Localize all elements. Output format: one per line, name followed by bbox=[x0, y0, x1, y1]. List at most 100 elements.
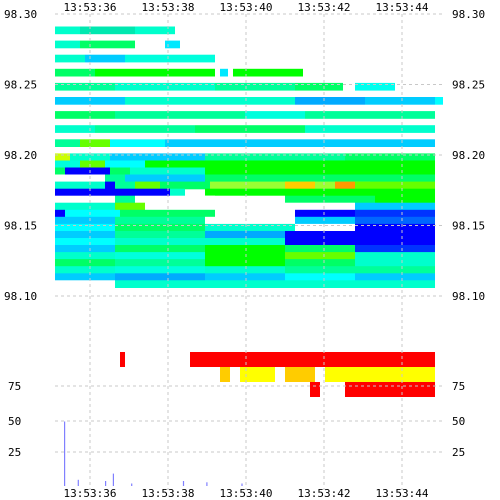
heat-cell bbox=[285, 259, 355, 267]
y-tick-label-right: 98.25 bbox=[452, 79, 485, 92]
heat-cell bbox=[205, 231, 285, 239]
heat-cell bbox=[285, 273, 355, 281]
tick-labels-layer: 13:53:36 13:53:36 13:53:38 13:53:38 13:53:40… bbox=[4, 1, 485, 500]
heat-cell bbox=[205, 153, 345, 162]
bid-heat-cell bbox=[240, 367, 275, 382]
heat-cell bbox=[355, 266, 435, 274]
heat-cell bbox=[355, 209, 435, 218]
x-tick-label-top: 13:53:36 bbox=[64, 1, 117, 14]
heat-cell bbox=[135, 26, 175, 35]
heat-cell bbox=[95, 68, 215, 77]
heat-cell bbox=[55, 40, 80, 49]
heat-cell bbox=[55, 266, 115, 274]
heat-cell bbox=[70, 153, 110, 162]
heat-cell bbox=[55, 167, 65, 176]
heat-cell bbox=[285, 266, 355, 274]
heat-cell bbox=[435, 97, 443, 105]
heat-cell bbox=[115, 202, 145, 211]
heat-cell bbox=[115, 245, 205, 253]
heat-cell bbox=[355, 82, 395, 91]
heat-cell bbox=[55, 273, 115, 281]
heat-cell bbox=[55, 252, 115, 260]
volume-bar bbox=[64, 421, 66, 486]
heat-cell bbox=[215, 238, 285, 246]
heat-cell bbox=[355, 259, 435, 267]
heat-cell bbox=[195, 125, 305, 133]
heat-cell bbox=[105, 160, 145, 169]
heat-cell bbox=[80, 139, 110, 147]
heat-cell bbox=[205, 223, 295, 232]
volume-bar bbox=[105, 481, 107, 486]
y-tick-label-right: 98.30 bbox=[452, 8, 485, 21]
heat-cell bbox=[305, 125, 435, 133]
heat-cell bbox=[55, 26, 80, 35]
heat-cell bbox=[85, 54, 125, 63]
heat-cell bbox=[355, 216, 435, 225]
heat-cell bbox=[80, 160, 105, 169]
heat-cell bbox=[355, 223, 435, 232]
heat-cell bbox=[285, 245, 355, 253]
x-tick-label-top: 13:53:40 bbox=[220, 1, 273, 14]
heat-cell bbox=[355, 273, 435, 281]
heat-cell bbox=[205, 216, 295, 225]
volume-bar bbox=[206, 482, 208, 486]
heat-cell bbox=[115, 280, 435, 288]
heat-cell bbox=[55, 125, 95, 133]
heat-cell bbox=[115, 195, 135, 204]
heat-cell bbox=[115, 223, 205, 232]
heat-cell bbox=[115, 238, 215, 246]
y-tick-label-right: 98.10 bbox=[452, 290, 485, 303]
heat-cell bbox=[205, 160, 435, 169]
heat-cell bbox=[215, 209, 285, 218]
heat-cell bbox=[245, 111, 305, 119]
heat-cell bbox=[295, 209, 355, 218]
heat-cell bbox=[115, 273, 205, 281]
volume-bar bbox=[77, 479, 79, 486]
heat-cell bbox=[205, 259, 285, 267]
heat-cell bbox=[220, 68, 228, 77]
heat-cell bbox=[95, 125, 195, 133]
heat-cell bbox=[65, 167, 110, 176]
heat-cell bbox=[285, 181, 315, 190]
heat-cell bbox=[55, 111, 115, 119]
x-tick-label-bottom: 13:53:38 bbox=[142, 487, 195, 500]
heat-cell bbox=[205, 245, 285, 253]
heat-cell bbox=[205, 273, 285, 281]
heat-cell bbox=[335, 181, 355, 190]
heat-cell bbox=[145, 160, 205, 169]
heat-cell bbox=[355, 231, 435, 239]
bid-heat-cell bbox=[220, 367, 230, 382]
heat-cell bbox=[55, 280, 115, 288]
heat-cell bbox=[285, 252, 355, 260]
trade-tick bbox=[120, 352, 125, 367]
heat-cell bbox=[55, 54, 85, 63]
heat-cell bbox=[65, 209, 120, 218]
heat-cell bbox=[55, 160, 80, 169]
heat-cell bbox=[55, 82, 115, 91]
heat-cell bbox=[110, 153, 205, 162]
heat-cell bbox=[295, 216, 355, 225]
grid-layer bbox=[55, 13, 445, 490]
heat-cell bbox=[135, 181, 160, 190]
heat-cell bbox=[145, 202, 215, 211]
heat-cell bbox=[365, 97, 435, 105]
heat-cell bbox=[55, 139, 80, 147]
heat-cell bbox=[115, 82, 215, 91]
heat-cell bbox=[125, 54, 215, 63]
heat-cell bbox=[55, 202, 115, 211]
y2-tick-label-right: 50 bbox=[452, 415, 465, 428]
bid-heat-cell bbox=[345, 382, 435, 397]
heat-cell bbox=[233, 68, 303, 77]
heat-cell bbox=[115, 252, 205, 260]
heat-cell bbox=[115, 216, 205, 225]
heat-cell bbox=[170, 188, 185, 197]
heat-cell bbox=[295, 82, 343, 91]
heat-cell bbox=[55, 259, 115, 267]
volume-bar bbox=[241, 483, 243, 486]
heat-cell bbox=[345, 153, 435, 162]
heat-cell bbox=[205, 174, 435, 183]
heat-cell bbox=[215, 82, 295, 91]
heat-cell bbox=[55, 195, 115, 204]
heat-cell bbox=[105, 174, 125, 183]
y-tick-label-left: 98.30 bbox=[4, 8, 37, 21]
